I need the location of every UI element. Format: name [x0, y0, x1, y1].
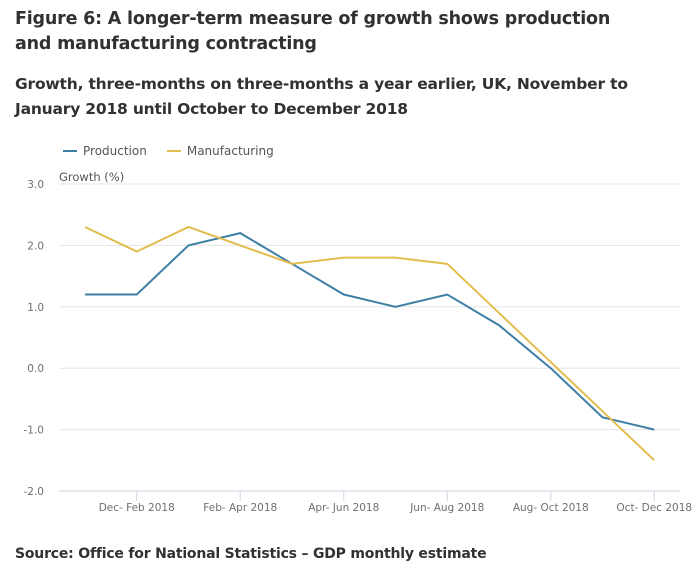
y-tick-label: 0.0 — [27, 363, 44, 375]
x-tick-label: Oct- Dec 2018 — [616, 502, 692, 514]
y-tick-label: -1.0 — [24, 425, 45, 437]
legend-swatch-manufacturing — [166, 150, 181, 152]
y-tick-label: 1.0 — [27, 302, 44, 314]
y-tick-label: 3.0 — [27, 179, 44, 191]
x-axis-ticks: Dec- Feb 2018 Feb- Apr 2018 Apr- Jun 2018 J… — [99, 491, 692, 514]
legend: Production Manufacturing — [63, 144, 274, 158]
x-tick-label: Dec- Feb 2018 — [99, 502, 175, 514]
series-line-manufacturing[interactable] — [84, 225, 655, 462]
legend-swatch-production — [63, 150, 77, 152]
legend-item-production[interactable]: Production — [63, 144, 147, 158]
legend-item-manufacturing[interactable]: Manufacturing — [166, 144, 274, 158]
y-axis-title: Growth (%) — [59, 170, 124, 184]
source-note: Source: Office for National Statistics –… — [15, 546, 487, 562]
series-line-production[interactable] — [85, 232, 655, 431]
x-tick-label: Feb- Apr 2018 — [203, 502, 277, 514]
y-tick-label: -2.0 — [24, 486, 45, 498]
x-tick-label: Aug- Oct 2018 — [513, 502, 589, 514]
x-tick-label: Apr- Jun 2018 — [308, 502, 379, 514]
legend-label-manufacturing: Manufacturing — [186, 144, 274, 158]
series-lines — [84, 225, 655, 462]
x-tick-label: Jun- Aug 2018 — [409, 502, 484, 514]
legend-label-production: Production — [83, 144, 147, 158]
y-tick-label: 2.0 — [27, 240, 44, 252]
chart-subtitle: Growth, three-months on three-months a y… — [15, 75, 628, 118]
gridlines — [59, 183, 680, 492]
y-axis-ticks: 3.0 2.0 1.0 0.0 -1.0 -2.0 — [24, 179, 45, 498]
chart-title: Figure 6: A longer-term measure of growt… — [15, 9, 611, 54]
